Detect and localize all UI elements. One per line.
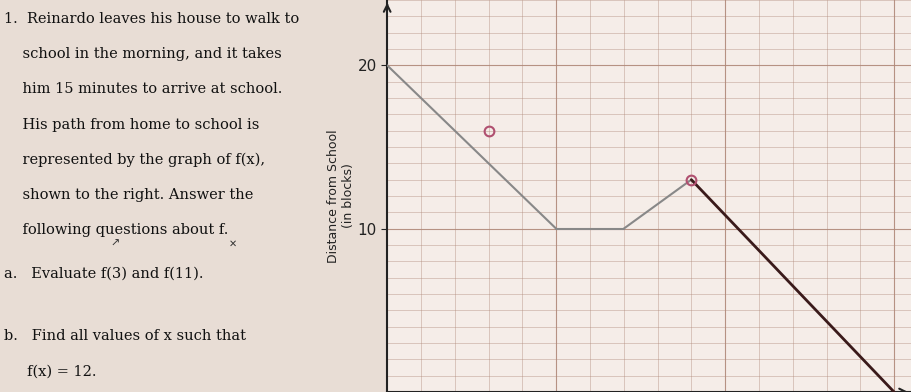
Text: His path from home to school is: His path from home to school is [4,118,260,132]
Text: ↗: ↗ [110,239,119,249]
Y-axis label: Distance from School
(in blocks): Distance from School (in blocks) [327,129,354,263]
Text: f(x) = 12.: f(x) = 12. [4,365,97,379]
Text: school in the morning, and it takes: school in the morning, and it takes [4,47,281,61]
Text: him 15 minutes to arrive at school.: him 15 minutes to arrive at school. [4,82,282,96]
Text: ✕: ✕ [229,239,237,249]
Text: represented by the graph of f(x),: represented by the graph of f(x), [4,153,265,167]
Text: b.   Find all values of x such that: b. Find all values of x such that [4,329,246,343]
Text: 1.  Reinardo leaves his house to walk to: 1. Reinardo leaves his house to walk to [4,12,299,26]
Text: shown to the right. Answer the: shown to the right. Answer the [4,188,253,202]
Text: a.   Evaluate f(3) and f(11).: a. Evaluate f(3) and f(11). [4,267,203,281]
Text: following questions about f.: following questions about f. [4,223,229,238]
